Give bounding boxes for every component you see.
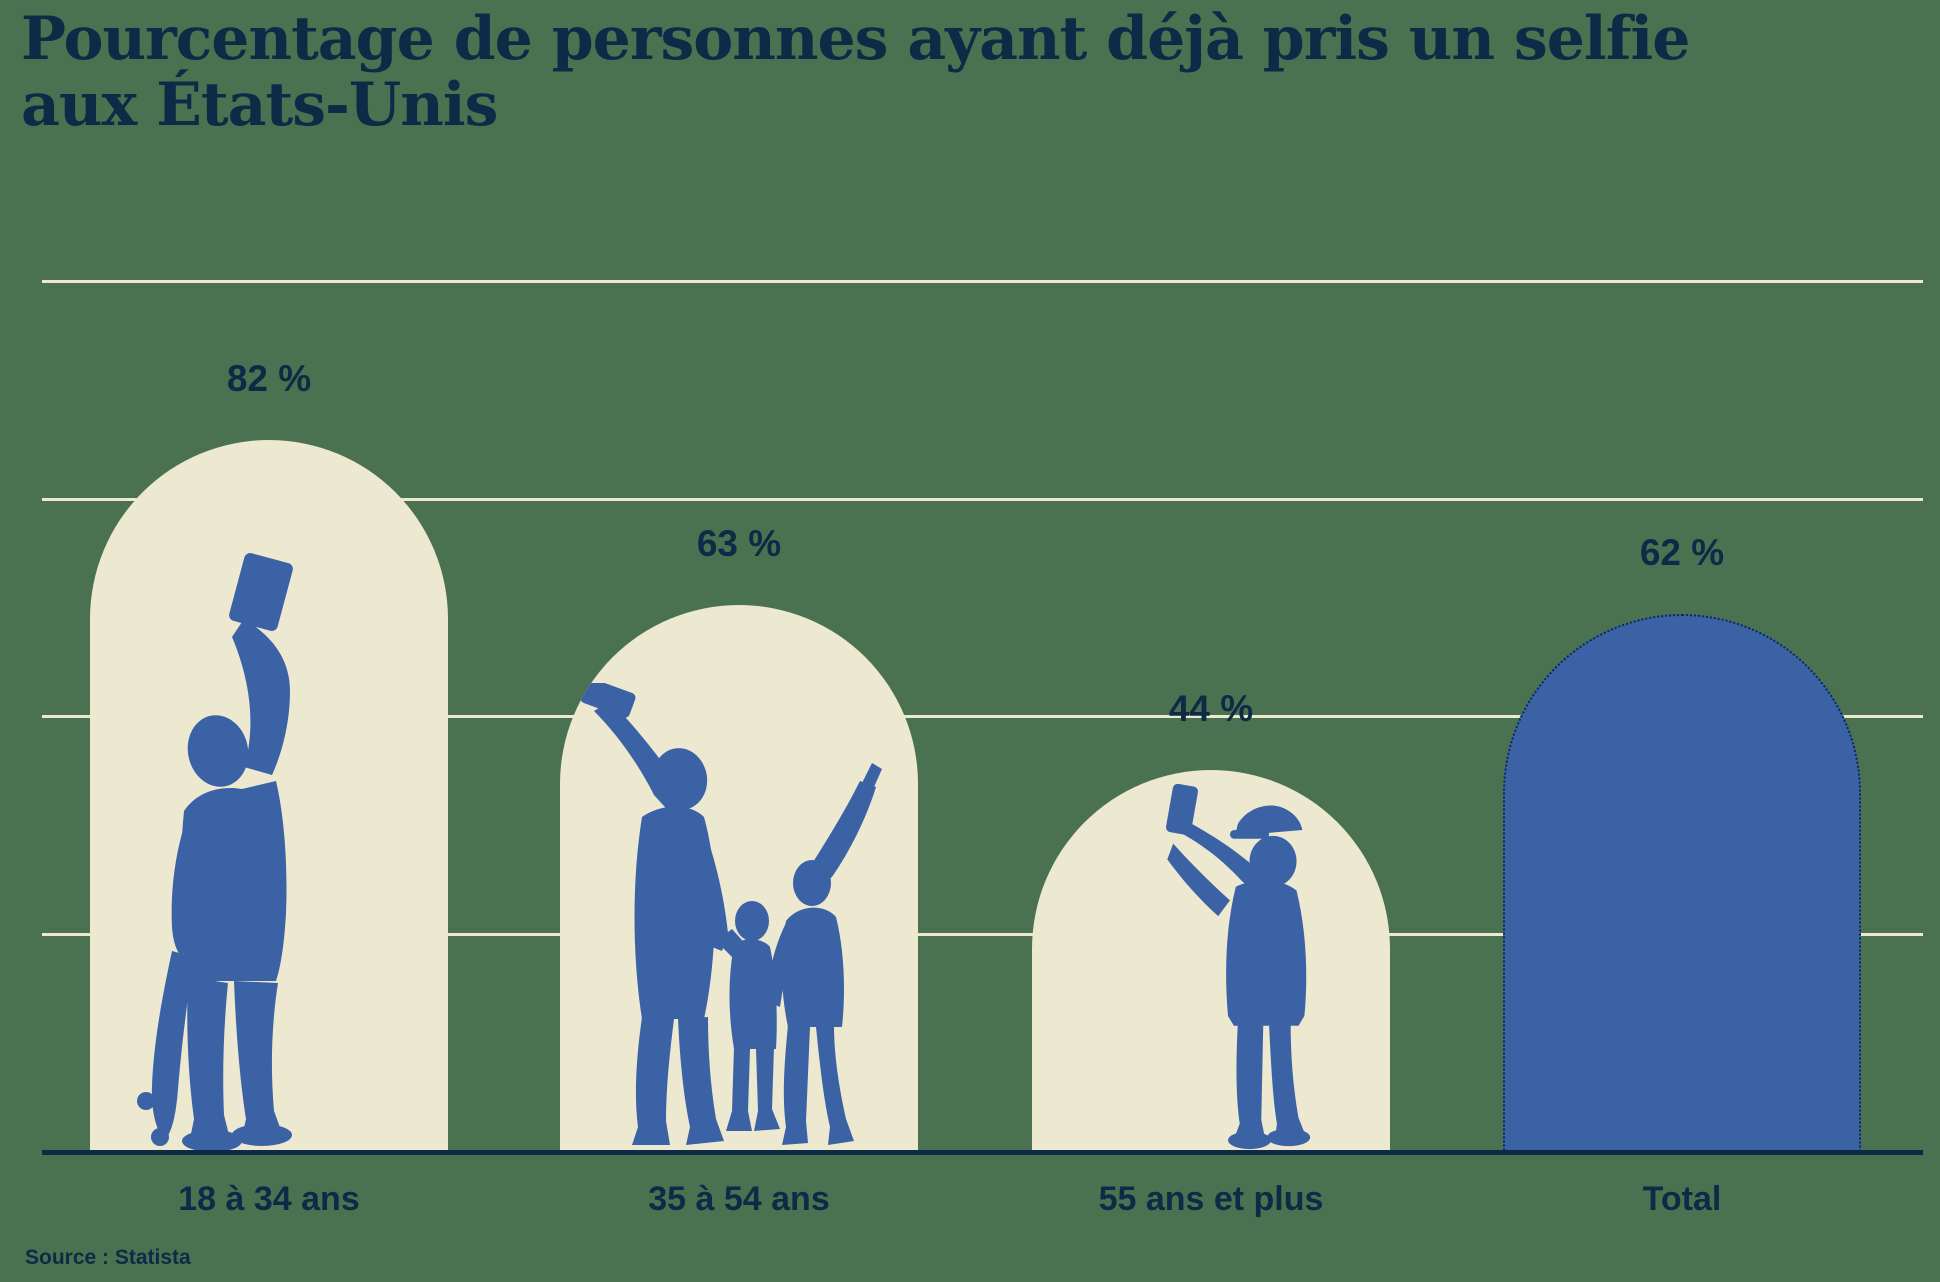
x-axis-line: [42, 1150, 1923, 1155]
bar-group-total: 62 % Total: [1503, 0, 1861, 1218]
axis-label-18-34-ans: 18 à 34 ans: [178, 1180, 360, 1218]
bar-group-55-ans-et-plus: 44 % 55 ans et plus: [1032, 0, 1390, 1218]
gridline-50: [42, 715, 1923, 718]
axis-label-total: Total: [1642, 1180, 1722, 1218]
value-label-total: 62 %: [1639, 532, 1725, 573]
value-label-55-ans-et-plus: 44 %: [1168, 688, 1254, 729]
bar-18-34-ans: [90, 440, 448, 1153]
selfie-senior-man-silhouette: [1165, 783, 1311, 1150]
axis-label-55-ans-et-plus: 55 ans et plus: [1098, 1180, 1324, 1218]
bar-group-35-54-ans: 63 % 35 à 54 ans: [560, 0, 918, 1218]
gridline-75: [42, 498, 1923, 501]
chart-title-line1: Pourcentage de personnes ayant déjà pris…: [21, 4, 1690, 74]
gridline-100: [42, 280, 1923, 283]
selfie-family-silhouette: [580, 683, 882, 1145]
chart-title-line2: aux États-Unis: [21, 70, 498, 140]
plot-area: 82 % 18 à 34 ans 63 % 35 à 54 ans 44 % 55 ans…: [42, 0, 1923, 1218]
chart-title: Pourcentage de personnes ayant déjà pris…: [21, 4, 1690, 140]
value-label-35-54-ans: 63 %: [696, 523, 782, 564]
bar-total: [1503, 614, 1861, 1153]
bar-55-ans-et-plus: [1032, 770, 1390, 1153]
bar-35-54-ans: [560, 605, 918, 1153]
gridline-25: [42, 933, 1923, 936]
axis-label-35-54-ans: 35 à 54 ans: [648, 1180, 830, 1218]
source-note: Source : Statista: [25, 1246, 191, 1269]
bar-group-18-34-ans: 82 % 18 à 34 ans: [90, 0, 448, 1218]
value-label-18-34-ans: 82 %: [226, 358, 312, 399]
selfie-young-adult-skateboard-silhouette: [137, 553, 293, 1152]
